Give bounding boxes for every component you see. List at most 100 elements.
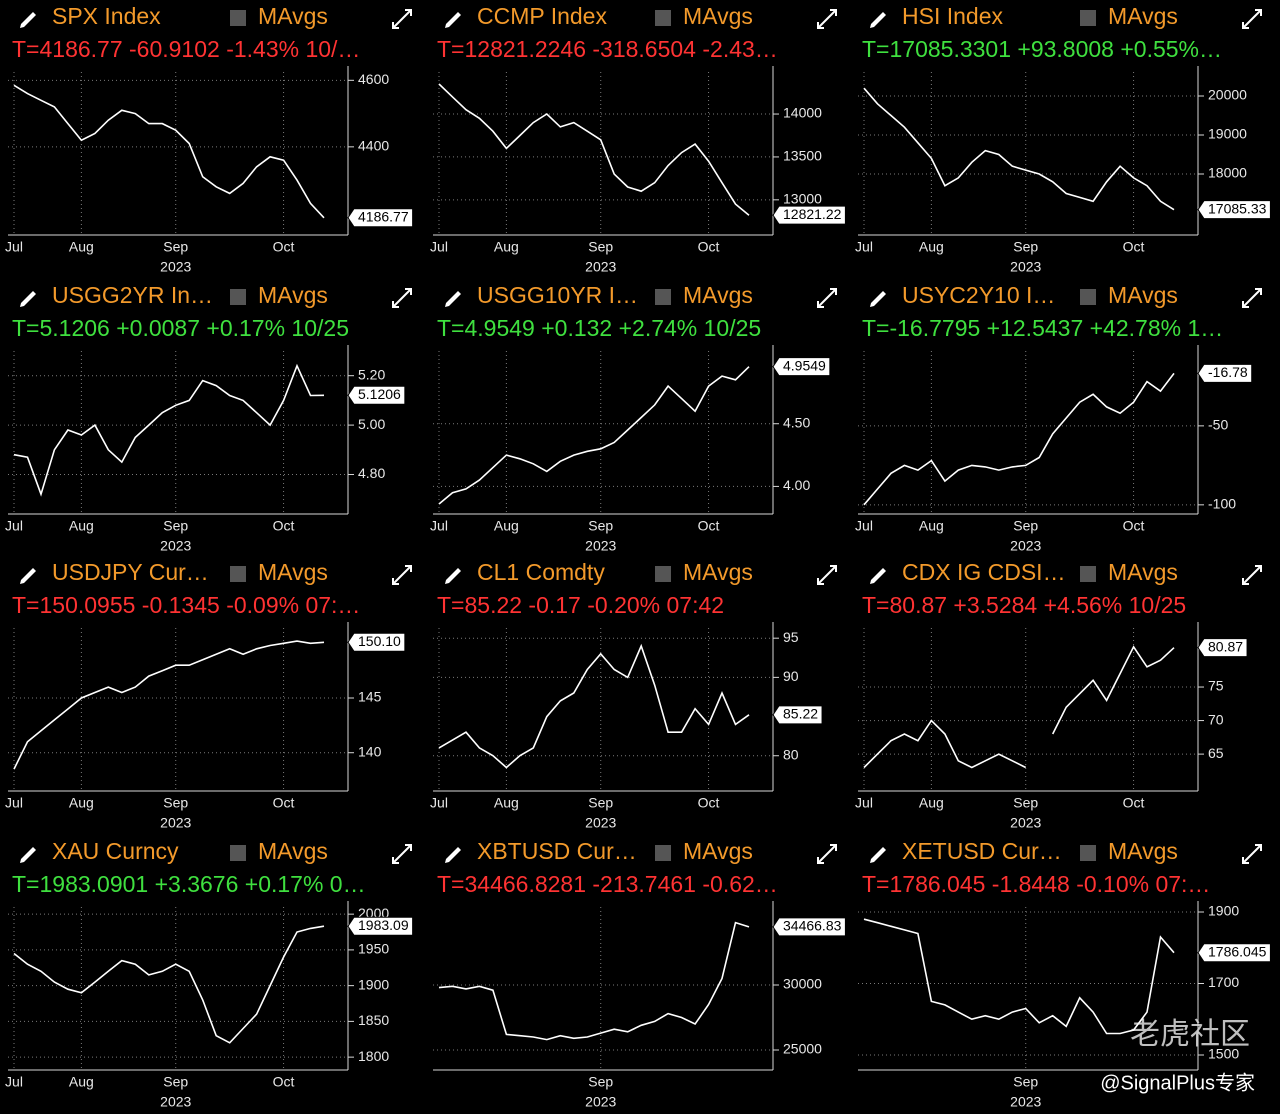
x-tick-label: Aug	[919, 795, 944, 811]
chart-title: CL1 Comdty	[477, 559, 605, 585]
chart-panel: CL1 Comdty MAvgs T=85.22 -0.17 -0.20% 07:4…	[430, 559, 837, 831]
legend-checkbox[interactable]	[655, 566, 671, 582]
chart-title: XETUSD Cur…	[902, 838, 1062, 864]
x-axis-year: 2023	[1010, 815, 1041, 831]
y-tick-label: 1950	[358, 941, 389, 957]
x-tick-label: Aug	[494, 518, 519, 534]
expand-icon[interactable]	[1242, 844, 1262, 864]
last-value-marker	[1197, 200, 1271, 220]
edit-icon[interactable]	[445, 568, 461, 584]
quote-line: T=4.9549 +0.132 +2.74% 10/25	[437, 315, 761, 341]
y-tick-label: 95	[783, 629, 799, 645]
last-value-label: 150.10	[358, 633, 401, 649]
legend-checkbox[interactable]	[230, 845, 246, 861]
legend-checkbox[interactable]	[1080, 289, 1096, 305]
price-line	[863, 918, 1175, 1035]
legend-label: MAvgs	[683, 282, 753, 308]
expand-icon[interactable]	[392, 565, 412, 585]
legend-label: MAvgs	[1108, 282, 1178, 308]
legend-label: MAvgs	[683, 559, 753, 585]
x-axis-year: 2023	[160, 815, 191, 831]
edit-icon[interactable]	[20, 291, 36, 307]
edit-icon[interactable]	[870, 12, 886, 28]
x-tick-label: Sep	[1013, 1074, 1038, 1090]
x-tick-label: Aug	[69, 795, 94, 811]
x-tick-label: Oct	[698, 518, 720, 534]
quote-line: T=1983.0901 +3.3676 +0.17% 0…	[12, 871, 366, 897]
legend-checkbox[interactable]	[1080, 10, 1096, 26]
x-axis-year: 2023	[160, 1094, 191, 1110]
last-value-marker	[772, 705, 823, 725]
legend-checkbox[interactable]	[655, 845, 671, 861]
x-axis-year: 2023	[160, 538, 191, 554]
last-value-label: 80.87	[1208, 638, 1243, 654]
y-tick-label: -100	[1208, 496, 1236, 512]
last-value-box: 12821.22	[772, 205, 846, 225]
price-line	[438, 643, 750, 769]
x-tick-label: Oct	[273, 518, 295, 534]
x-tick-label: Oct	[698, 795, 720, 811]
y-tick-label: 65	[1208, 745, 1224, 761]
last-value-box: 4186.77	[347, 208, 414, 228]
last-value-marker	[772, 357, 831, 377]
x-tick-label: Aug	[69, 518, 94, 534]
edit-icon[interactable]	[20, 568, 36, 584]
edit-icon[interactable]	[445, 12, 461, 28]
expand-icon[interactable]	[392, 844, 412, 864]
quote-line: T=80.87 +3.5284 +4.56% 10/25	[862, 592, 1186, 618]
x-tick-label: Sep	[1013, 518, 1038, 534]
y-tick-label: 30000	[783, 976, 822, 992]
y-tick-label: 4600	[358, 71, 389, 87]
expand-icon[interactable]	[1242, 565, 1262, 585]
last-value-label: 85.22	[783, 706, 818, 722]
x-tick-label: Oct	[273, 239, 295, 255]
y-tick-label: 145	[358, 689, 382, 705]
quote-line: T=-16.7795 +12.5437 +42.78% 1…	[862, 315, 1223, 341]
expand-icon[interactable]	[817, 844, 837, 864]
edit-icon[interactable]	[20, 847, 36, 863]
last-value-label: 34466.83	[783, 918, 842, 934]
legend-checkbox[interactable]	[230, 566, 246, 582]
expand-icon[interactable]	[392, 9, 412, 29]
edit-icon[interactable]	[870, 568, 886, 584]
legend-label: MAvgs	[1108, 3, 1178, 29]
edit-icon[interactable]	[20, 12, 36, 28]
chart-panel: XAU Curncy MAvgs T=1983.0901 +3.3676 +0.17…	[5, 838, 414, 1110]
x-tick-label: Jul	[430, 518, 448, 534]
edit-icon[interactable]	[870, 847, 886, 863]
x-tick-label: Oct	[273, 1074, 295, 1090]
x-axis-year: 2023	[585, 1094, 616, 1110]
edit-icon[interactable]	[445, 291, 461, 307]
y-tick-label: 75	[1208, 678, 1224, 694]
last-value-marker	[1197, 363, 1253, 383]
x-tick-label: Sep	[163, 795, 188, 811]
last-value-marker	[1197, 943, 1271, 963]
expand-icon[interactable]	[817, 565, 837, 585]
y-tick-label: 25000	[783, 1041, 822, 1057]
legend-checkbox[interactable]	[1080, 845, 1096, 861]
legend-checkbox[interactable]	[655, 289, 671, 305]
legend-checkbox[interactable]	[655, 10, 671, 26]
legend-checkbox[interactable]	[1080, 566, 1096, 582]
x-tick-label: Sep	[588, 1074, 613, 1090]
expand-icon[interactable]	[392, 288, 412, 308]
legend-checkbox[interactable]	[230, 289, 246, 305]
expand-icon[interactable]	[817, 288, 837, 308]
legend-label: MAvgs	[1108, 838, 1178, 864]
edit-icon[interactable]	[870, 291, 886, 307]
watermark-handle: @SignalPlus专家	[1100, 1071, 1255, 1094]
quote-line: T=1786.045 -1.8448 -0.10% 07:…	[862, 871, 1210, 897]
last-value-box: 80.87	[1197, 638, 1248, 658]
y-tick-label: 13000	[783, 191, 822, 207]
last-value-label: 5.1206	[358, 386, 401, 402]
expand-icon[interactable]	[1242, 288, 1262, 308]
expand-icon[interactable]	[817, 9, 837, 29]
y-tick-label: 1850	[358, 1012, 389, 1028]
legend-checkbox[interactable]	[230, 10, 246, 26]
x-tick-label: Sep	[163, 1074, 188, 1090]
y-tick-label: 70	[1208, 711, 1224, 727]
expand-icon[interactable]	[1242, 9, 1262, 29]
edit-icon[interactable]	[445, 847, 461, 863]
price-line	[863, 372, 1175, 506]
chart-panel: USYC2Y10 I… MAvgs T=-16.7795 +12.5437 +42.…	[855, 282, 1262, 554]
